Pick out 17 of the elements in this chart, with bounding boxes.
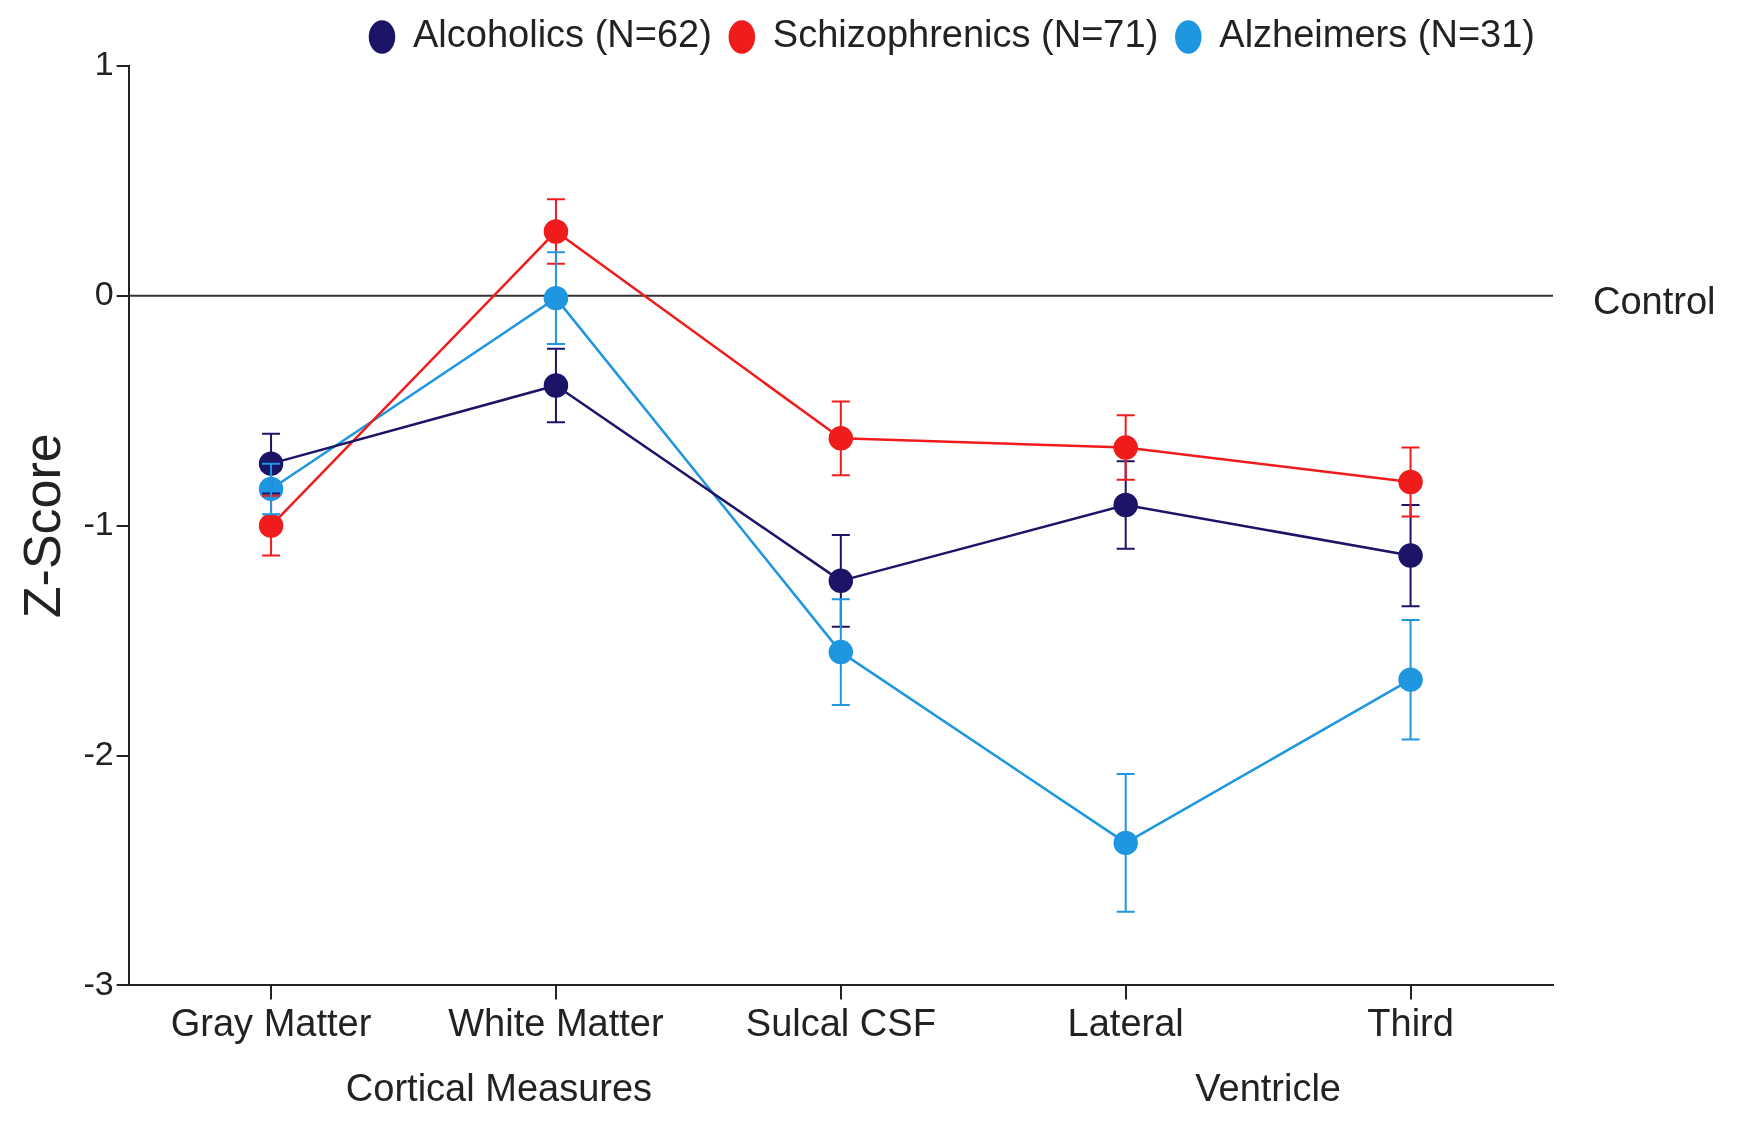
- x-tick-label: Gray Matter: [170, 1001, 372, 1044]
- text: Cortical Measures: [345, 1066, 653, 1109]
- y-tick-label: 1: [94, 44, 114, 83]
- legend-label: Schizophrenics (N=71): [772, 13, 1159, 56]
- x-tick-label: White Matter: [448, 1001, 664, 1044]
- x-tick-label: Lateral: [1067, 1001, 1184, 1044]
- x-tick-label: Third: [1367, 1001, 1454, 1044]
- x-tick-label: Sulcal CSF: [745, 1001, 936, 1044]
- y-tick-label: -3: [83, 963, 114, 1002]
- legend-label: Alzheimers (N=31): [1219, 13, 1536, 56]
- y-tick-label: 0: [94, 274, 114, 313]
- y-axis-title: Z-Score: [12, 433, 71, 619]
- y-tick-label: -2: [83, 733, 114, 772]
- ref-line-label: Control: [1593, 280, 1716, 323]
- legend-label: Alcoholics (N=62): [413, 13, 712, 56]
- text: Ventricle: [1195, 1066, 1341, 1109]
- y-tick-label: -1: [83, 504, 114, 543]
